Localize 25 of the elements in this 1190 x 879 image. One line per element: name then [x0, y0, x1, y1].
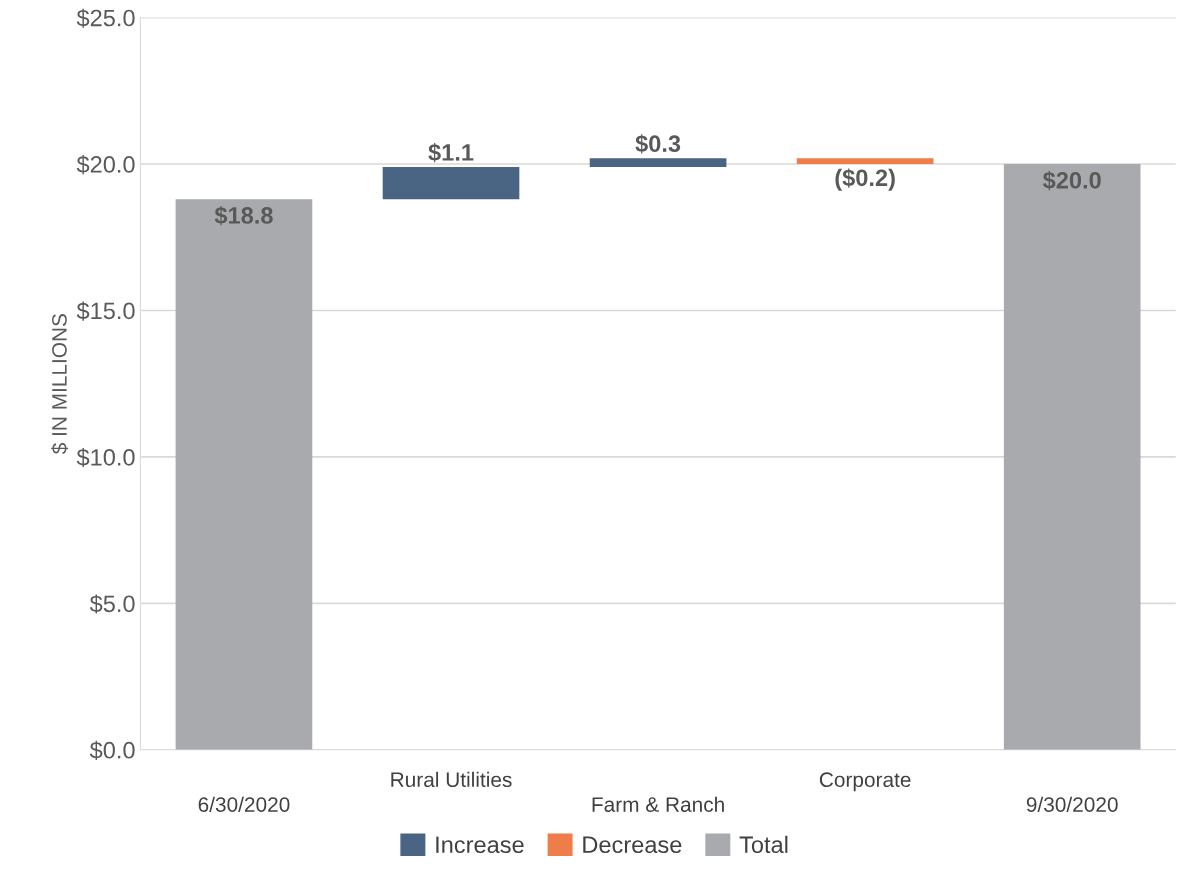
legend-label: Decrease — [583, 836, 682, 854]
y-tick-label: $5.0 — [89, 594, 135, 614]
y-axis-title: $ IN MILLIONS — [51, 314, 69, 455]
x-tick-label: Rural Utilities — [391, 771, 512, 788]
y-tick-label: $25.0 — [76, 8, 135, 28]
x-tick-label: Farm & Ranch — [592, 796, 724, 812]
data-label: $18.8 — [214, 206, 273, 226]
y-tick-label: $0.0 — [89, 740, 135, 760]
legend-label: Increase — [436, 836, 524, 854]
bar — [175, 199, 313, 750]
x-tick-label: 6/30/2020 — [198, 796, 290, 812]
bar — [589, 158, 727, 167]
y-tick-label: $10.0 — [76, 447, 135, 468]
x-tick-label: 9/30/2020 — [1026, 796, 1118, 812]
data-label: ($0.2) — [835, 168, 895, 191]
bar — [796, 158, 934, 165]
legend-label: Total — [739, 835, 788, 854]
bar — [382, 166, 520, 200]
data-label: $0.3 — [635, 134, 681, 154]
data-label: $20.0 — [1042, 170, 1101, 191]
bar — [1003, 164, 1141, 750]
y-tick-label: $15.0 — [76, 301, 135, 321]
x-tick-label: Corporate — [819, 772, 911, 792]
y-tick-label: $20.0 — [76, 155, 135, 175]
data-label: $1.1 — [428, 143, 474, 163]
